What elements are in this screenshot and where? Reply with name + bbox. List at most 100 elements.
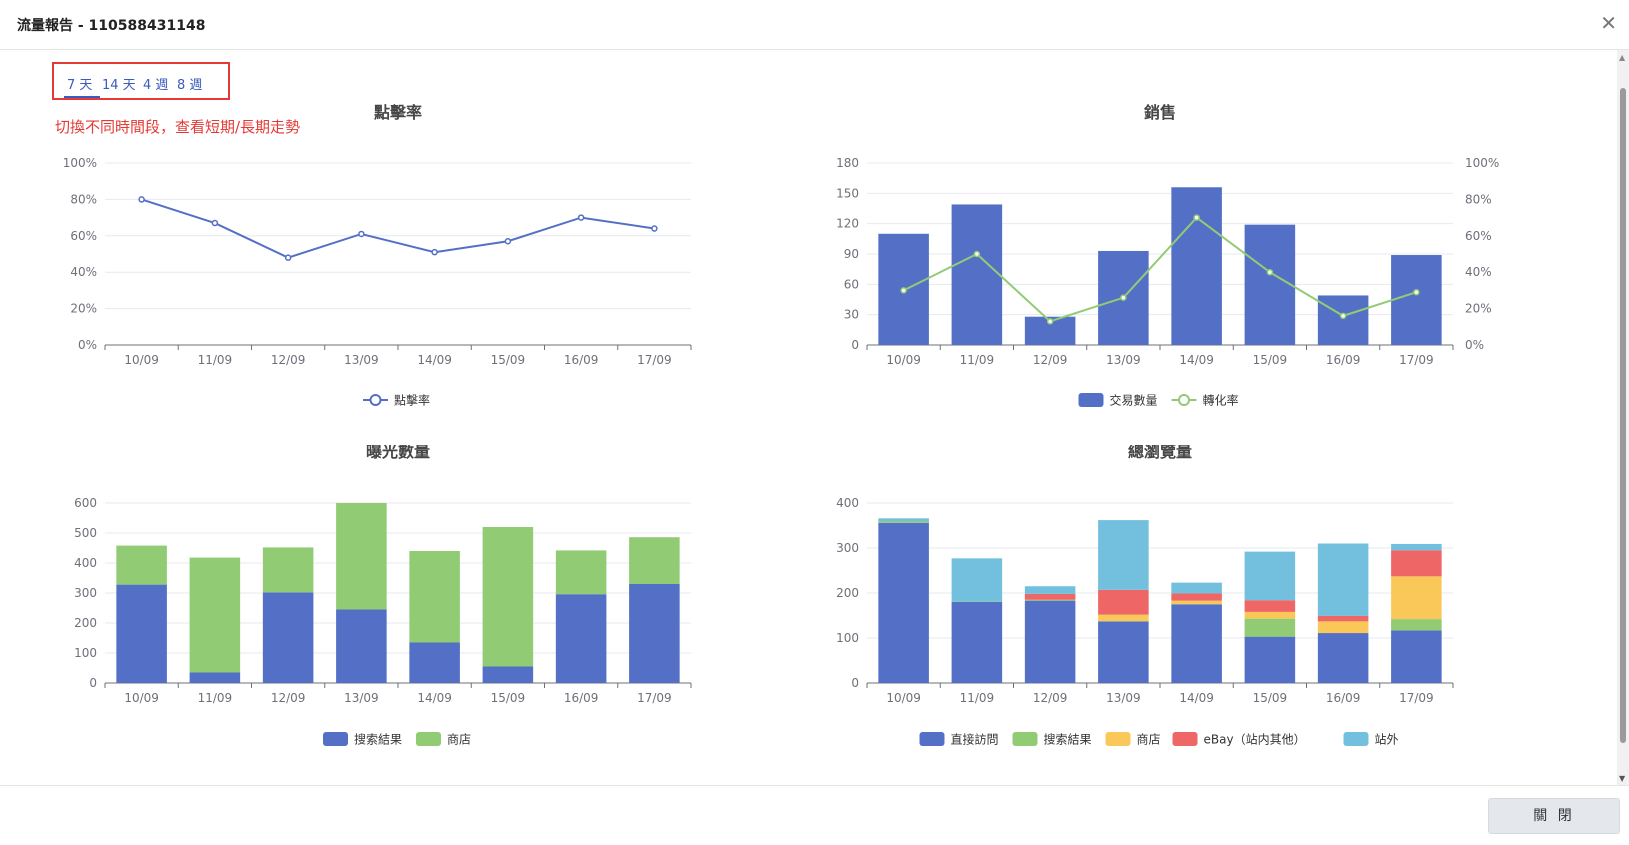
bar [1244,600,1296,612]
legend-swatch [1172,732,1198,746]
dialog-title: 流量報告 - 110588431148 [17,18,206,34]
legend-label: 站外 [1375,733,1399,747]
y2-tick-label: 80% [1465,192,1492,206]
x-tick-label: 11/09 [198,353,233,367]
data-point [284,254,292,261]
x-tick-label: 13/09 [1106,691,1141,705]
tab-4-weeks[interactable]: 4 週 [143,78,169,93]
x-tick-label: 10/09 [886,353,921,367]
y-tick-label: 150 [836,186,859,200]
bar [951,558,1003,602]
scroll-thumb[interactable] [1620,88,1626,743]
x-tick-label: 17/09 [637,353,672,367]
scroll-down-icon[interactable]: ▼ [1619,774,1626,783]
bar [1024,593,1076,600]
x-tick-label: 14/09 [1179,691,1214,705]
bar [409,642,460,683]
scrollbar[interactable]: ▲ ▼ [1617,50,1629,785]
bar [336,609,387,683]
y-tick-label: 200 [836,586,859,600]
x-tick-label: 12/09 [271,353,306,367]
data-point [1046,318,1054,325]
x-tick-label: 11/09 [198,691,233,705]
y-tick-label: 0 [89,676,97,690]
bar [1024,586,1076,594]
data-point [211,219,219,227]
legend-label: 商店 [447,732,471,747]
x-tick-label: 11/09 [960,353,995,367]
data-point [504,238,512,245]
tab-8-weeks[interactable]: 8 週 [177,78,203,93]
tab-7-days[interactable]: 7 天 [67,78,93,93]
y2-tick-label: 100% [1465,156,1499,170]
bar [1317,295,1369,345]
bar [951,204,1003,345]
legend-label: 搜索結果 [354,732,402,747]
y2-tick-label: 20% [1465,302,1492,316]
y-tick-label: 0% [78,338,97,352]
bar [555,594,607,683]
bar [629,584,680,683]
bar [1098,520,1149,590]
legend-label: 轉化率 [1203,393,1239,408]
legend-marker-icon [1178,394,1190,406]
bar [878,518,929,521]
x-tick-label: 17/09 [1399,353,1434,367]
bar [189,557,241,673]
period-tab-group: 7 天 14 天 4 週 8 週 [52,62,230,100]
data-point [651,225,658,232]
x-tick-label: 16/09 [564,691,599,705]
y-tick-label: 500 [74,526,97,540]
x-tick-label: 14/09 [417,691,452,705]
data-point [1193,214,1200,221]
x-tick-label: 12/09 [271,691,306,705]
x-tick-label: 13/09 [1106,353,1141,367]
bar [1098,621,1149,683]
bar [1244,636,1296,683]
y-tick-label: 300 [74,586,97,600]
legend-swatch [416,732,441,746]
chart-title: 點擊率 [374,103,422,122]
y-tick-label: 180 [836,156,859,170]
bar [1171,593,1222,601]
chart-title: 曝光數量 [366,445,430,461]
annotation-text: 切換不同時間段，查看短期/長期走勢 [55,118,301,136]
data-point [431,248,438,256]
data-point [1413,288,1420,296]
y-tick-label: 100 [74,646,97,660]
chart-title: 總瀏覽量 [1128,445,1192,461]
bar [116,545,167,585]
bar [1391,619,1442,631]
bar [1244,611,1296,619]
scroll-up-icon[interactable]: ▲ [1619,53,1626,62]
close-icon[interactable]: ✕ [1600,11,1617,35]
y2-tick-label: 60% [1465,229,1492,243]
y-tick-label: 60 [844,277,859,291]
close-button[interactable]: 關 閉 [1488,798,1620,834]
legend-label: 直接訪問 [951,732,999,747]
bar [1171,604,1222,683]
x-tick-label: 16/09 [1326,691,1361,705]
x-tick-label: 16/09 [564,353,599,367]
x-tick-label: 15/09 [1253,353,1288,367]
legend-swatch [323,732,348,746]
bar [1317,621,1369,634]
y-tick-label: 20% [70,302,97,316]
bar [951,602,1003,683]
legend-swatch [1078,393,1104,407]
x-tick-label: 12/09 [1033,691,1068,705]
tab-14-days[interactable]: 14 天 [102,78,136,93]
bar [1317,543,1369,616]
dialog-header: 流量報告 - 110588431148 ✕ [0,0,1629,50]
bar [482,666,534,683]
y-tick-label: 0 [851,338,859,352]
legend-swatch [1343,732,1369,746]
y-tick-label: 100% [63,156,97,170]
data-point [900,287,907,294]
legend-swatch [919,732,945,746]
bar [1244,224,1296,345]
bar [1244,618,1296,637]
x-tick-label: 14/09 [1179,353,1214,367]
bar [1244,551,1296,601]
y-tick-label: 600 [74,496,97,510]
